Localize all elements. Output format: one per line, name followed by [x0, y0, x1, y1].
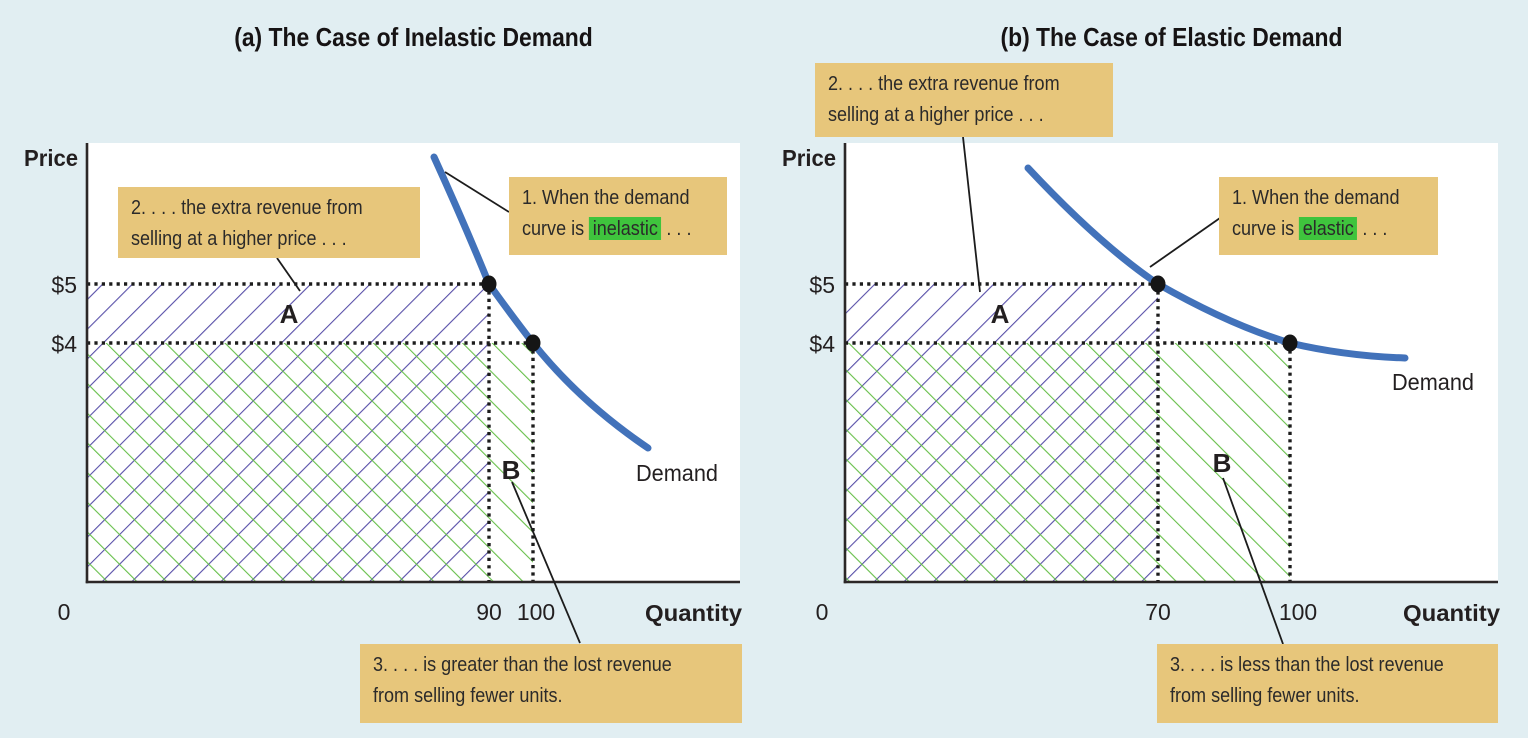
- point-p5-q70-b: [1150, 275, 1166, 293]
- region-a-label-b: A: [991, 299, 1010, 329]
- panel-b-title: (b) The Case of Elastic Demand: [1000, 22, 1343, 52]
- qty70-tick-b: 70: [1145, 599, 1171, 625]
- y-axis-label-a: Price: [24, 145, 78, 171]
- callout-step1-b-line2: curve is elastic . . .: [1232, 213, 1413, 244]
- point-p5-q90-a: [481, 275, 497, 293]
- price4-tick-a: $4: [51, 331, 77, 357]
- price5-tick-b: $5: [809, 272, 835, 298]
- callout-step2-a: 2. . . . the extra revenue from selling …: [118, 187, 420, 258]
- x-axis-label-b: Quantity: [1403, 600, 1500, 626]
- callout-step3-b-line1: 3. . . . is less than the lost revenue: [1170, 653, 1444, 676]
- qty100-tick-b: 100: [1279, 599, 1317, 625]
- region-a-label-a: A: [280, 299, 299, 329]
- region-b-label-b: B: [1213, 448, 1232, 478]
- region-b-label-a: B: [502, 455, 521, 485]
- old-revenue-hatch-a: [87, 343, 533, 582]
- callout-step2-b-line1: 2. . . . the extra revenue from: [828, 72, 1060, 95]
- callout-step2-a-line1: 2. . . . the extra revenue from: [131, 196, 363, 219]
- demand-curve-a: [430, 153, 652, 452]
- callout1-leader-b: [1149, 217, 1221, 268]
- point-p4-q100-b: [1282, 334, 1298, 352]
- callout-step3-a-line1: 3. . . . is greater than the lost revenu…: [373, 653, 672, 676]
- qty100-tick-a: 100: [517, 599, 555, 625]
- x-axis-label-a: Quantity: [645, 600, 742, 626]
- callout-step1-b-line1: 1. When the demand: [1232, 186, 1400, 209]
- callout-step1-a-post: . . .: [661, 217, 692, 240]
- callout-step1-b-pre: curve is: [1232, 217, 1300, 240]
- y-axis-label-b: Price: [782, 145, 836, 171]
- callout-step2-b-line2: selling at a higher price . . .: [828, 103, 1044, 126]
- callout-step3-b-line2: from selling fewer units.: [1170, 684, 1360, 707]
- callout-step2-b: 2. . . . the extra revenue from selling …: [815, 63, 1113, 137]
- callout-step2-a-line2: selling at a higher price . . .: [131, 227, 347, 250]
- inelastic-highlight: inelastic: [589, 217, 662, 240]
- callout2-leader-a: [276, 257, 301, 292]
- callout-step1-b-post: . . .: [1357, 217, 1388, 240]
- qty90-tick-a: 90: [476, 599, 502, 625]
- callout2-leader-b: [962, 136, 981, 293]
- old-revenue-hatch-b: [845, 343, 1290, 582]
- callout3-leader-a: [511, 481, 581, 644]
- callout1-leader-a: [444, 171, 510, 213]
- callout-step3-a-line2: from selling fewer units.: [373, 684, 563, 707]
- point-p4-q100-a: [525, 334, 541, 352]
- demand-curve-b: [1024, 164, 1409, 362]
- panel-a-title: (a) The Case of Inelastic Demand: [234, 22, 593, 52]
- callout3-leader-b: [1222, 477, 1284, 645]
- origin-tick-b: 0: [816, 599, 829, 625]
- callout-step1-a: 1. When the demand curve is inelastic . …: [509, 177, 727, 255]
- elastic-highlight: elastic: [1299, 217, 1358, 240]
- price5-tick-a: $5: [51, 272, 77, 298]
- origin-tick-a: 0: [58, 599, 71, 625]
- demand-curve-label-b: Demand: [1392, 369, 1474, 395]
- callout-step3-a: 3. . . . is greater than the lost revenu…: [360, 644, 742, 723]
- callout-step1-a-pre: curve is: [522, 217, 590, 240]
- callout-step1-b: 1. When the demand curve is elastic . . …: [1219, 177, 1438, 255]
- demand-curve-label-a: Demand: [636, 460, 718, 486]
- price4-tick-b: $4: [809, 331, 835, 357]
- callout-step1-a-line1: 1. When the demand: [522, 186, 690, 209]
- callout-step1-a-line2: curve is inelastic . . .: [522, 213, 702, 244]
- callout-step3-b: 3. . . . is less than the lost revenue f…: [1157, 644, 1498, 723]
